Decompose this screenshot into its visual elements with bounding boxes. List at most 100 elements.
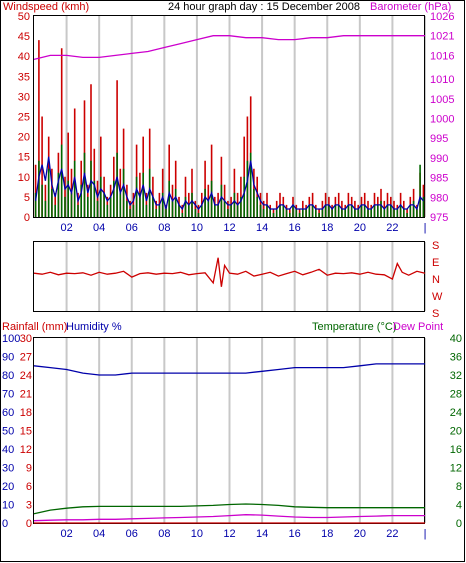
barometer-series [33,35,425,61]
rainfall-tick-label: 6 [26,481,32,493]
rainfall-tick-label: 21 [20,389,32,401]
windspeed-tick-label: 0 [24,212,30,224]
barometer-tick-label: 985 [430,173,448,185]
temperature-tick-label: 40 [450,333,462,345]
rainfall-tick-label: 9 [26,463,32,475]
direction-panel-series [33,257,426,287]
humidity-tick-label: 30 [2,463,14,475]
x-tick-label: 10 [191,528,203,540]
humidity-series [33,363,425,376]
wind-panel-x-ticks: 02 04 06 08 10 12 14 16 18 20 22 | [60,222,426,234]
x-tick-label: 12 [223,222,235,234]
temperature-c-series [33,503,425,515]
x-tick-label: 16 [289,222,301,234]
x-tick-label: 04 [93,528,105,540]
temperature-axis-label: Temperature (°C) [312,321,396,333]
humidity-tick-label: 10 [2,500,14,512]
windspeed-ticks: 0 5 10 15 20 25 30 35 40 45 50 [18,11,30,224]
windspeed-series [34,156,424,211]
x-tick-label: 20 [354,528,366,540]
x-tick-label: | [424,528,427,540]
x-tick-label: 18 [321,528,333,540]
humidity-tick-label: 50 [2,426,14,438]
temperature-tick-label: 12 [450,463,462,475]
direction-tick-label: S [432,308,439,320]
humidity-rain-ticks: 0 10 20 30 40 50 60 70 80 90 100 0 3 6 9 12 15 18 21 24 27 30 [2,333,32,530]
direction-tick-label: W [432,291,443,303]
x-tick-label: 02 [60,528,72,540]
x-tick-label: 22 [386,222,398,234]
humidity-tick-label: 60 [2,407,14,419]
temperature-tick-label: 20 [450,426,462,438]
temperature-tick-label: 4 [456,500,462,512]
humidity-tick-label: 80 [2,370,14,382]
temperature-tick-label: 16 [450,444,462,456]
x-tick-label: 06 [126,222,138,234]
barometer-tick-label: 1010 [430,74,454,86]
rainfall-tick-label: 24 [20,370,32,382]
humidity-axis-label: Humidity % [66,321,122,333]
humidity-tick-label: 100 [2,333,20,345]
barometer-tick-label: 995 [430,133,448,145]
barometer-tick-label: 1026 [430,11,454,23]
windspeed-tick-label: 40 [18,51,30,63]
rainfall-tick-label: 27 [20,352,32,364]
x-tick-label: 10 [191,222,203,234]
wind-panel-frame [33,15,425,218]
windspeed-tick-label: 5 [24,192,30,204]
barometer-tick-label: 980 [430,192,448,204]
rainfall-tick-label: 15 [20,426,32,438]
x-tick-label: 22 [386,528,398,540]
windspeed-tick-label: 15 [18,152,30,164]
windspeed-tick-label: 20 [18,132,30,144]
dew-pointseries [33,514,425,522]
rainfall-axis-label: Rainfall (mm) [2,321,67,333]
humidity-tick-label: 70 [2,389,14,401]
direction-panel-frame [33,241,425,312]
average-series [34,144,425,217]
humidity-tick-label: 90 [2,352,14,364]
climate-panel-x-ticks: 02 04 06 08 10 12 14 16 18 20 22 | [60,528,426,540]
x-tick-label: 16 [289,528,301,540]
wind-direction-series [33,257,426,287]
barometer-tick-label: 1005 [430,94,454,106]
rainfall-tick-label: 12 [20,444,32,456]
windspeed-tick-label: 50 [18,11,30,23]
barometer-tick-label: 1000 [430,113,454,125]
barometer-tick-label: 1021 [430,31,454,43]
rainfall-tick-label: 18 [20,407,32,419]
barometer-ticks: 975 980 985 990 995 1000 1005 1010 1016 1021 1026 [430,11,454,224]
x-tick-label: 14 [256,528,268,540]
x-tick-label: | [424,222,427,234]
climate-panel-series [33,363,425,524]
x-tick-label: 08 [158,222,170,234]
rainfall-tick-label: 0 [26,518,32,530]
temperature-tick-label: 36 [450,352,462,364]
direction-tick-label: S [432,240,439,252]
x-tick-label: 02 [60,222,72,234]
temperature-tick-label: 24 [450,407,462,419]
barometer-axis-label: Barometer (hPa) [370,1,451,13]
x-tick-label: 06 [126,528,138,540]
direction-tick-label: N [432,274,440,286]
direction-tick-label: E [432,257,439,269]
temperature-ticks: 0 4 8 12 16 20 24 28 32 36 40 [450,333,462,530]
barometer-tick-label: 975 [430,212,448,224]
humidity-tick-label: 40 [2,444,14,456]
windspeed-tick-label: 35 [18,71,30,83]
windspeed-tick-label: 10 [18,172,30,184]
wind-panel-series [33,35,425,217]
barometer-tick-label: 990 [430,153,448,165]
dewpoint-axis-label: Dew Point [393,321,443,333]
x-tick-label: 18 [321,222,333,234]
humidity-tick-label: 20 [2,481,14,493]
chart-title: 24 hour graph day : 15 December 2008 [168,1,360,13]
temperature-tick-label: 0 [456,518,462,530]
x-tick-label: 20 [354,222,366,234]
x-tick-label: 08 [158,528,170,540]
rainfall-tick-label: 30 [20,333,32,345]
windspeed-tick-label: 25 [18,112,30,124]
temperature-tick-label: 8 [456,481,462,493]
